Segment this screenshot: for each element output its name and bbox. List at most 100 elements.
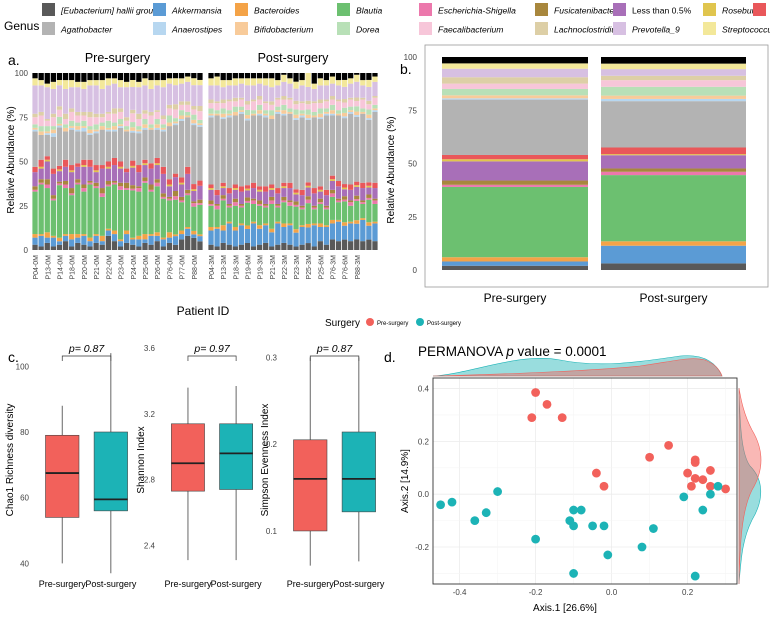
panel-a-bar-segment — [81, 165, 87, 167]
panel-a-bar-segment — [366, 86, 372, 101]
panel-a-bar-segment — [341, 107, 348, 113]
panel-a-bar-segment — [238, 99, 245, 107]
panel-a-bar-segment — [348, 99, 354, 107]
panel-a-xtick: P24-0M — [131, 255, 138, 280]
legend-swatch — [419, 22, 432, 35]
panel-a-bar-segment — [160, 124, 166, 128]
panel-d-point — [706, 481, 715, 491]
panel-a-bar-segment — [372, 104, 378, 109]
panel-d-density-right-post — [738, 387, 762, 585]
panel-a-bar-segment — [191, 203, 197, 207]
panel-a-bar-segment — [335, 200, 342, 203]
legend-label: Less than 0.5% — [632, 6, 692, 16]
panel-a-bar-segment — [32, 172, 38, 187]
panel-a-bar-segment — [311, 246, 317, 250]
panel-a-bar-segment — [75, 87, 81, 112]
panel-b-bar-segment — [442, 68, 588, 78]
panel-a-bar-segment — [335, 219, 342, 222]
panel-a-bar-segment — [226, 101, 232, 111]
panel-a-bar-segment — [56, 169, 63, 172]
panel-a-bar-segment — [105, 166, 111, 169]
panel-b-stacked-bars: Relative Abundance (%) 0 25 50 75 100 Pre-surg… — [386, 44, 769, 305]
panel-a-bar-segment — [130, 130, 136, 133]
panel-a-bar-segment — [232, 101, 238, 107]
panel-a-bar-segment — [197, 234, 203, 237]
panel-a-bar-segment — [185, 166, 191, 174]
panel-a-bar-segment — [281, 182, 287, 187]
legend-swatch — [337, 22, 350, 35]
panel-a-bar-segment — [317, 191, 323, 199]
panel-a-bar-segment — [93, 188, 99, 235]
panel-a-bar-segment — [160, 127, 166, 130]
panel-a-bar-segment — [329, 96, 336, 100]
panel-a-bar-segment — [341, 102, 348, 108]
panel-a-bar-segment — [105, 168, 111, 181]
panel-a-bar-segment — [160, 131, 166, 167]
panel-a-bar-segment — [178, 101, 185, 105]
panel-a-bar-segment — [323, 111, 330, 114]
panel-a-bar-segment — [111, 129, 118, 132]
panel-a-bar-segment — [366, 118, 372, 120]
panel-c-ytick: 60 — [20, 494, 29, 503]
panel-a-bar-segment — [317, 186, 323, 190]
panel-a-bar-segment — [244, 78, 251, 86]
panel-a-bar-segment — [287, 73, 293, 79]
panel-a-bar-segment — [142, 177, 148, 181]
panel-a-bar-segment — [172, 199, 179, 235]
panel-a-bar-segment — [269, 184, 275, 189]
panel-a-bar-segment — [142, 110, 148, 114]
panel-a-bar-segment — [32, 73, 38, 79]
panel-a-bar-segment — [208, 103, 214, 109]
panel-a-bar-segment — [293, 229, 299, 233]
panel-a-bar-segment — [136, 73, 142, 82]
panel-b-bar-segment — [442, 186, 588, 258]
panel-a-bar-segment — [244, 228, 251, 243]
panel-a-bar-segment — [160, 129, 166, 132]
panel-a-bar-segment — [238, 244, 245, 250]
panel-a-bar-segment — [69, 239, 75, 247]
panel-a-bar-segment — [111, 184, 118, 231]
panel-a-bar-segment — [226, 193, 232, 204]
panel-a-bar-segment — [56, 85, 63, 107]
panel-a-bar-segment — [191, 237, 197, 250]
panel-d-point — [557, 413, 567, 423]
panel-a-bar-segment — [197, 180, 203, 186]
panel-a-bar-segment — [93, 73, 99, 81]
panel-a-bar-segment — [275, 244, 281, 250]
panel-a-bar-segment — [50, 133, 57, 137]
panel-a-bar-segment — [329, 83, 336, 97]
panel-a-bar-segment — [81, 184, 87, 189]
panel-a-bar-segment — [220, 182, 226, 187]
panel-a-bar-segment — [287, 108, 293, 112]
panel-a-bar-segment — [69, 195, 75, 235]
panel-a-bar-segment — [354, 223, 360, 240]
panel-a-bar-segment — [281, 186, 287, 189]
panel-a-bar-segment — [299, 209, 305, 226]
panel-a-bar-segment — [366, 100, 372, 105]
panel-a-bar-segment — [154, 182, 160, 187]
panel-a-bar-segment — [317, 119, 323, 187]
panel-a-bar-segment — [335, 85, 342, 100]
panel-d-point — [569, 569, 578, 578]
panel-d-point — [645, 452, 654, 462]
panel-a-bar-segment — [32, 131, 38, 167]
panel-a-bar-segment — [220, 87, 226, 100]
panel-a-bar-segment — [232, 115, 238, 185]
panel-a-bar-segment — [197, 73, 203, 80]
panel-b-bar-segment — [442, 180, 588, 185]
panel-a-bar-segment — [256, 115, 263, 187]
panel-a-bar-segment — [323, 195, 330, 206]
panel-a-bar-segment — [93, 242, 99, 250]
panel-a-bar-segment — [311, 225, 317, 247]
panel-d-title-italic: p — [505, 344, 514, 359]
panel-a-bar-segment — [263, 117, 269, 187]
panel-a-bar-segment — [160, 239, 166, 247]
panel-a-bar-segment — [275, 193, 281, 204]
panel-a-bar-segment — [329, 76, 336, 84]
legend-swatch — [613, 22, 626, 35]
panel-a-bar-segment — [208, 226, 214, 231]
panel-a-bar-segment — [335, 202, 342, 220]
panel-a-bar-segment — [226, 205, 232, 208]
panel-a-bar-segment — [32, 237, 38, 245]
panel-a-bar-segment — [191, 189, 197, 191]
